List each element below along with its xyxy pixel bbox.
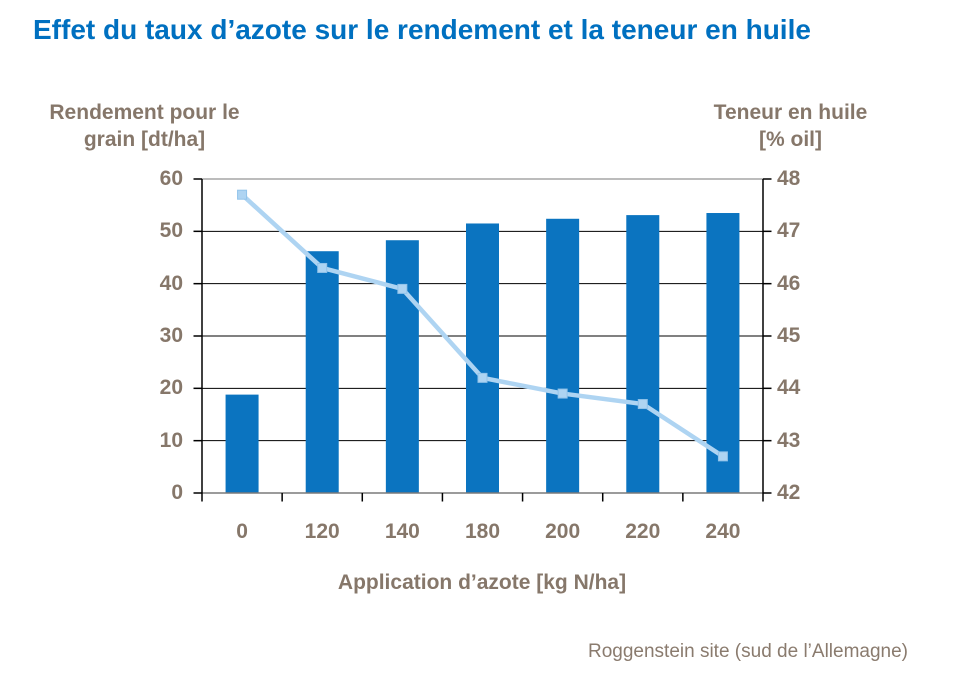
- bar-140: [385, 240, 419, 493]
- right-axis-tick-label: 44: [777, 376, 801, 400]
- x-category-label: 220: [625, 520, 661, 543]
- bar-180: [466, 223, 499, 493]
- oil-marker-180: [477, 372, 488, 383]
- right-axis-tick-label: 45: [777, 324, 801, 347]
- x-category-label: 200: [545, 520, 581, 543]
- oil-marker-200: [557, 388, 568, 399]
- oil-marker-120: [317, 262, 328, 273]
- bar-220: [626, 215, 660, 494]
- left-axis-tick-label: 20: [159, 376, 183, 400]
- right-axis-tick-label: 48: [777, 167, 801, 190]
- left-axis-title-line1: Rendement pour le: [49, 101, 240, 124]
- right-axis-title: Teneur en huile [% oil]: [668, 99, 913, 153]
- left-axis-tick-label: 60: [159, 167, 183, 190]
- bar-240: [706, 213, 740, 493]
- right-axis-title-line1: Teneur en huile: [713, 101, 868, 124]
- bar-200: [546, 218, 580, 494]
- left-axis-tick-label: 40: [159, 271, 183, 295]
- bar-0: [225, 394, 259, 493]
- x-category-label: 240: [705, 520, 741, 543]
- x-category-label: 180: [464, 520, 501, 543]
- left-axis-tick-label: 0: [171, 481, 183, 504]
- right-axis-tick-label: 42: [777, 481, 801, 504]
- x-category-label: 140: [384, 520, 420, 543]
- x-category-label: 120: [304, 520, 340, 543]
- x-axis-title: Application d’azote [kg N/ha]: [337, 571, 627, 594]
- oil-marker-0: [237, 189, 248, 200]
- right-axis-tick-label: 47: [777, 219, 801, 243]
- right-axis-tick-label: 46: [777, 271, 801, 295]
- right-axis-tick-label: 43: [777, 428, 801, 452]
- footer-note: Roggenstein site (sud de l’Allemagne): [587, 641, 908, 662]
- left-axis-tick-label: 50: [159, 219, 183, 243]
- oil-marker-140: [397, 283, 408, 294]
- left-axis-tick-label: 30: [159, 324, 183, 347]
- right-axis-title-line2: [% oil]: [759, 128, 822, 151]
- oil-marker-240: [717, 451, 728, 462]
- x-category-label: 0: [236, 520, 248, 543]
- left-axis-tick-label: 10: [159, 428, 183, 452]
- bar-120: [305, 251, 339, 493]
- left-axis-title: Rendement pour le grain [dt/ha]: [22, 99, 267, 153]
- oil-marker-220: [637, 399, 648, 410]
- left-axis-title-line2: grain [dt/ha]: [83, 128, 206, 151]
- chart-title: Effet du taux d’azote sur le rendement e…: [33, 14, 811, 45]
